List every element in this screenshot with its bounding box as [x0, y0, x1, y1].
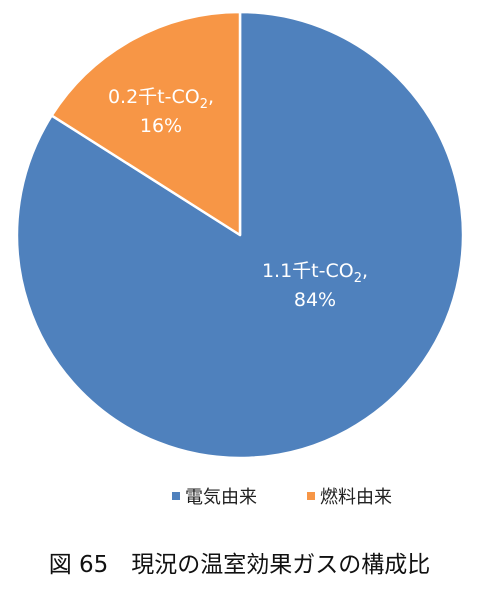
legend-item-fuel: 燃料由来 [307, 483, 392, 509]
slice-label-amount-0: 1.1千t-CO2, [262, 260, 368, 286]
slice-label-percent-1: 16% [140, 115, 182, 137]
figure-caption: 図 65 現況の温室効果ガスの構成比 [48, 552, 431, 578]
legend: 電気由来 燃料由来 [0, 483, 479, 509]
pie-slice-0 [15, 10, 465, 460]
legend-label-fuel: 燃料由来 [320, 487, 392, 508]
slice-label-percent-0: 84% [294, 289, 336, 311]
legend-swatch-fuel [307, 492, 315, 500]
legend-item-electric: 電気由来 [172, 483, 257, 509]
slice-label-amount-1: 0.2千t-CO2, [108, 86, 214, 112]
legend-swatch-electric [172, 492, 180, 500]
pie-chart: 1.1千t-CO2, 84% 0.2千t-CO2, 16% [15, 10, 465, 460]
pie-slice-1 [50, 10, 242, 237]
legend-label-electric: 電気由来 [185, 487, 257, 508]
